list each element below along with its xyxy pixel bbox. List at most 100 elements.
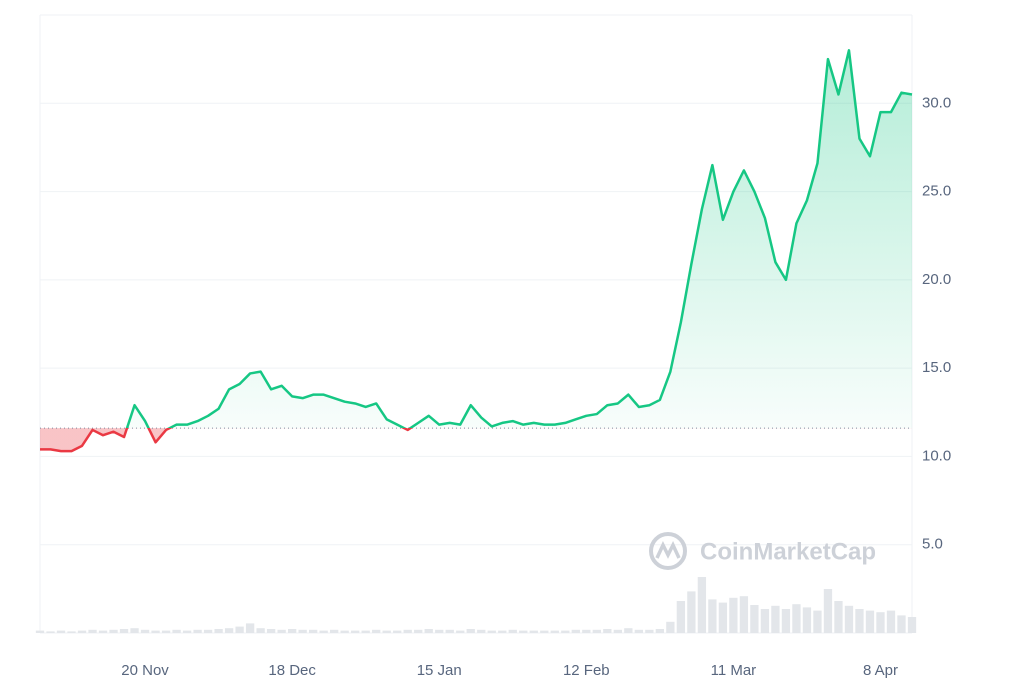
- volume-bar: [519, 630, 528, 633]
- volume-bar: [445, 629, 454, 633]
- volume-bar: [46, 631, 55, 633]
- volume-bar: [424, 629, 433, 633]
- volume-bar: [151, 630, 160, 633]
- volume-bar: [235, 626, 244, 633]
- volume-bar: [655, 629, 665, 633]
- volume-bar: [266, 629, 276, 633]
- volume-bar: [98, 630, 108, 633]
- volume-bar: [340, 630, 349, 633]
- volume-bar: [771, 605, 780, 633]
- volume-bar: [256, 628, 265, 633]
- volume-bar: [739, 596, 749, 633]
- volume-bar: [634, 629, 643, 633]
- y-tick-label: 5.0: [922, 536, 943, 553]
- volume-bar: [351, 630, 360, 633]
- volume-bar: [414, 629, 423, 633]
- volume-bar: [382, 630, 391, 633]
- volume-bar: [540, 630, 549, 633]
- volume-bar: [865, 610, 875, 633]
- watermark: CoinMarketCap: [649, 532, 876, 570]
- volume-bar: [224, 628, 234, 633]
- volume-bar: [393, 630, 402, 633]
- volume-bar: [140, 629, 150, 633]
- volume-bar: [214, 629, 223, 633]
- volume-bar: [466, 629, 475, 633]
- volume-bar: [298, 629, 307, 633]
- volume-bar: [834, 601, 843, 633]
- volume-bar: [855, 609, 864, 633]
- volume-bar: [361, 630, 370, 633]
- volume-bar: [697, 577, 707, 633]
- x-tick-label: 20 Nov: [121, 662, 169, 679]
- volume-bar: [624, 628, 633, 633]
- volume-bar: [876, 612, 885, 633]
- volume-bar: [456, 630, 465, 633]
- volume-bar: [319, 630, 328, 633]
- volume-bar: [130, 628, 139, 633]
- volume-bar: [676, 601, 686, 633]
- volume-bar: [886, 610, 896, 633]
- y-tick-label: 30.0: [922, 94, 951, 111]
- volume-bar: [708, 599, 717, 633]
- volume-bar: [666, 621, 675, 633]
- volume-bar: [182, 630, 192, 633]
- volume-bar: [750, 605, 759, 633]
- volume-bar: [172, 629, 181, 633]
- price-line: [40, 49, 913, 453]
- volume-bar: [193, 629, 202, 633]
- x-tick-label: 18 Dec: [268, 662, 316, 679]
- volume-bar: [277, 629, 286, 633]
- grid: [40, 102, 912, 546]
- volume-bar: [561, 630, 570, 633]
- y-tick-label: 25.0: [922, 183, 951, 200]
- volume-bar: [687, 591, 696, 633]
- volume-bar: [645, 629, 654, 633]
- volume-bar: [844, 605, 854, 633]
- x-tick-label: 8 Apr: [863, 662, 898, 679]
- volume-bar: [813, 610, 822, 633]
- volume-bar: [287, 629, 297, 633]
- volume-bar: [823, 589, 833, 633]
- watermark-logo: [649, 532, 687, 570]
- y-tick-label: 15.0: [922, 359, 951, 376]
- volume-bar: [571, 629, 580, 633]
- volume-bar: [435, 629, 444, 633]
- volume-bar: [907, 617, 917, 633]
- volume-bar: [718, 602, 728, 633]
- volume-bar: [897, 615, 906, 633]
- volume-bar: [77, 630, 87, 633]
- watermark-text: CoinMarketCap: [700, 538, 876, 565]
- volume-bar: [372, 629, 381, 633]
- volume-bar: [487, 630, 496, 633]
- volume-bar: [498, 630, 507, 633]
- volume-bar: [56, 630, 66, 633]
- volume-bar: [203, 629, 213, 633]
- volume-bar: [550, 630, 559, 633]
- volume-bar: [67, 631, 76, 633]
- x-tick-label: 15 Jan: [417, 662, 462, 679]
- y-tick-label: 10.0: [922, 447, 951, 464]
- y-tick-label: 20.0: [922, 271, 951, 288]
- volume-bar: [119, 629, 129, 633]
- volume-bar: [403, 629, 412, 633]
- volume-bar: [88, 629, 97, 633]
- volume-bar: [529, 630, 538, 633]
- volume-bar: [802, 607, 812, 633]
- volume-bar: [109, 629, 118, 633]
- volume-bar: [613, 629, 622, 633]
- watermark-logo: [655, 540, 681, 559]
- volume-bar: [603, 629, 612, 633]
- volume-bar: [760, 609, 770, 633]
- volume-bar: [781, 609, 791, 633]
- volume-bar: [161, 630, 171, 633]
- volume-bar: [35, 630, 45, 633]
- volume-bar: [508, 629, 517, 633]
- volume-bar: [330, 629, 339, 633]
- volume-bar: [477, 629, 486, 633]
- volume-bar: [592, 629, 601, 633]
- x-tick-label: 12 Feb: [563, 662, 610, 679]
- area: [40, 50, 912, 452]
- volume-bar: [245, 623, 255, 633]
